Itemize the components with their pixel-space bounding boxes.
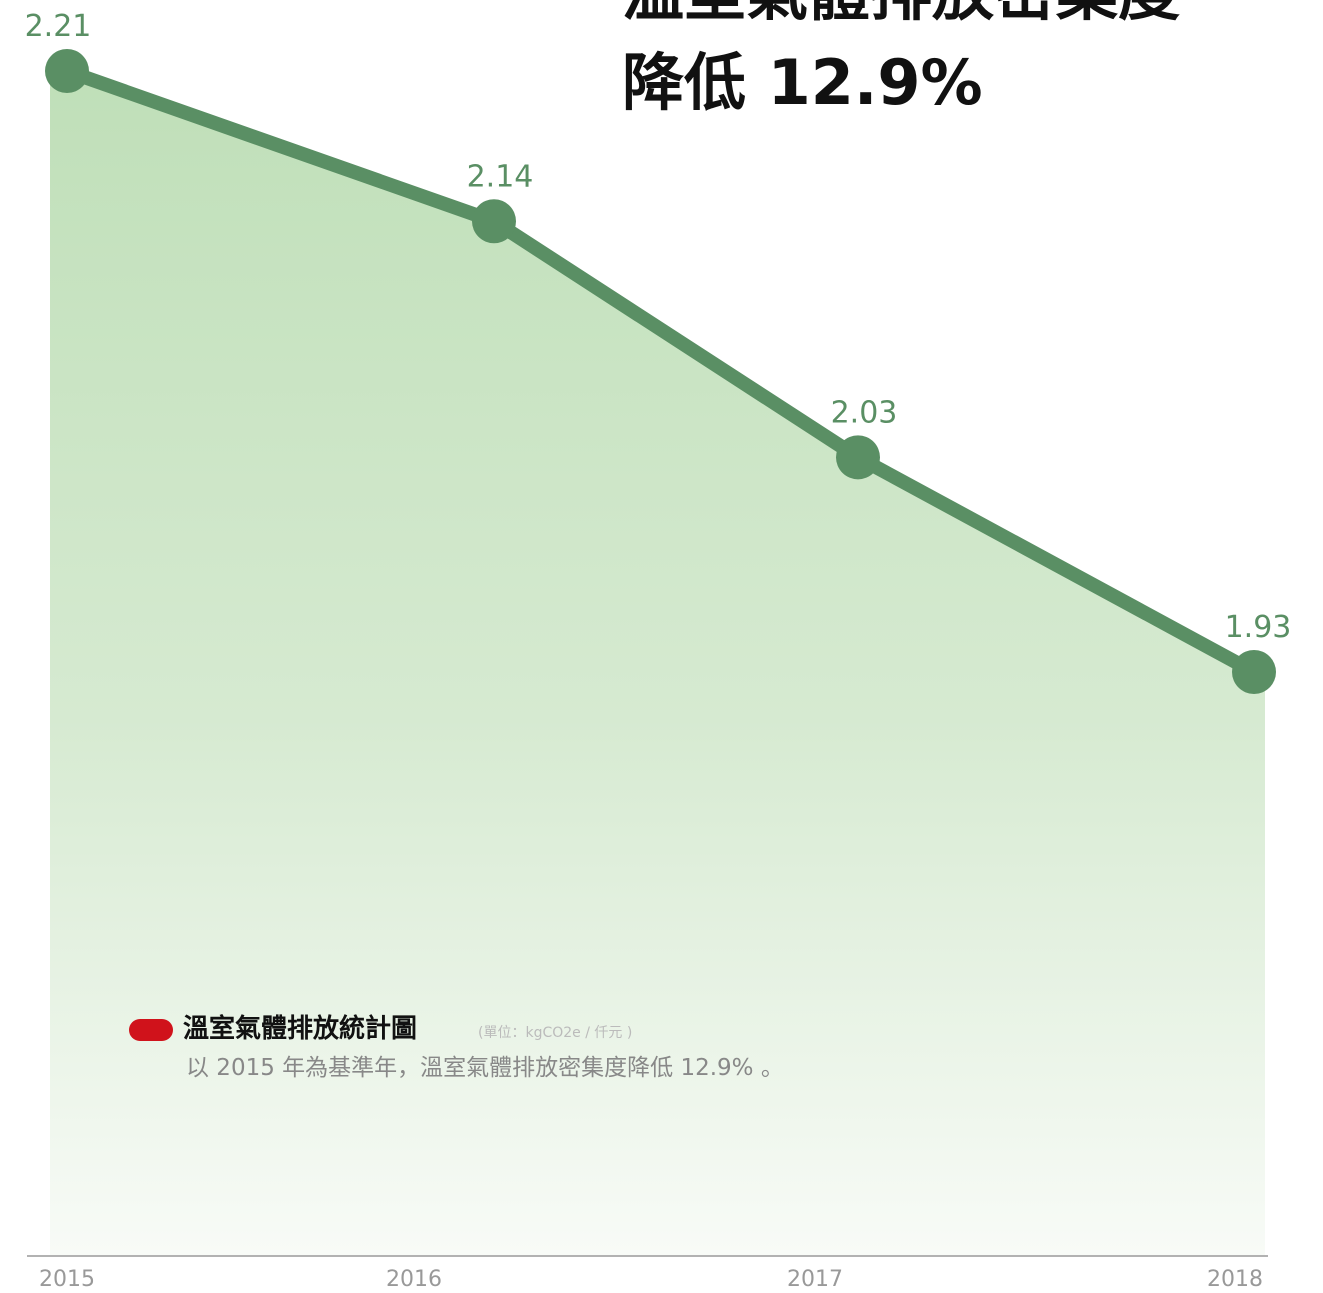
legend-swatch — [129, 1019, 173, 1041]
unit-note: (單位：kgCO2e / 仟元 ) — [478, 1025, 632, 1041]
value-label: 2.21 — [25, 9, 92, 44]
value-label: 2.03 — [831, 395, 898, 430]
point — [45, 49, 89, 93]
point — [1232, 650, 1276, 694]
point — [472, 199, 516, 244]
line — [64, 64, 1258, 679]
x-tick-label: 2017 — [787, 1267, 843, 1292]
point — [836, 435, 880, 480]
value-label: 1.93 — [1225, 610, 1292, 645]
area — [50, 63, 1265, 1255]
chart-title: 降低 12.9% — [622, 46, 983, 119]
chart-title: 溫室氣體排放密集度 — [622, 0, 1180, 29]
legend-label: 溫室氣體排放統計圖 — [183, 1013, 417, 1044]
x-tick-label: 2018 — [1207, 1267, 1263, 1292]
value-label: 2.14 — [467, 159, 534, 194]
subtitle: 以 2015 年為基準年，溫室氣體排放密集度降低 12.9% 。 — [186, 1055, 784, 1081]
x-tick-label: 2016 — [386, 1267, 442, 1292]
x-tick-label: 2015 — [39, 1267, 95, 1292]
